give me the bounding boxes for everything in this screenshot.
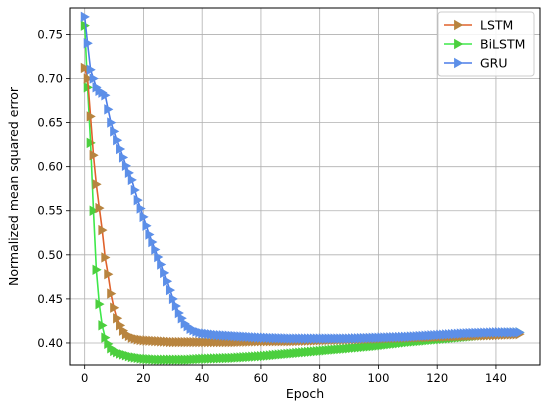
y-axis-label: Normalized mean squared error <box>6 86 21 286</box>
x-tick-label: 40 <box>195 371 210 385</box>
data-point-gru <box>157 259 167 270</box>
y-tick-label: 0.45 <box>37 292 63 306</box>
y-tick-label: 0.55 <box>37 204 63 218</box>
legend: LSTM BiLSTM GRU <box>437 11 535 77</box>
data-point-gru <box>148 236 158 248</box>
data-point-gru <box>89 73 99 84</box>
data-point-gru <box>107 117 117 128</box>
data-point-gru <box>133 194 143 206</box>
legend-entry-bilstm: BiLSTM <box>444 37 525 52</box>
data-point-gru <box>174 307 184 319</box>
plot-frame <box>69 7 541 366</box>
y-tick-label: 0.40 <box>37 336 63 350</box>
data-point-gru <box>130 184 140 196</box>
data-point-lstm <box>113 313 123 324</box>
data-point-lstm <box>80 62 90 74</box>
data-point-lstm <box>83 73 93 84</box>
data-point-gru <box>124 167 134 179</box>
axis-ticks: 0 20 40 60 80 100 120 140 0.40 0.45 0.50 0.55 0.60 0.… <box>37 27 507 385</box>
x-tick-label: 60 <box>254 371 269 385</box>
data-point-bilstm <box>95 298 105 310</box>
legend-marker-bilstm <box>454 38 464 50</box>
data-point-gru <box>121 160 132 171</box>
data-point-lstm <box>104 269 114 280</box>
data-point-gru <box>101 90 111 101</box>
legend-label-bilstm: BiLSTM <box>480 37 525 52</box>
data-point-bilstm <box>89 205 99 216</box>
data-point-gru <box>116 143 126 155</box>
data-point-gru <box>86 64 96 75</box>
data-point-bilstm <box>92 264 102 275</box>
data-point-lstm <box>101 252 111 263</box>
data-point-gru <box>168 293 179 305</box>
data-point-gru <box>515 327 525 338</box>
x-tick-label: 20 <box>136 371 151 385</box>
data-point-bilstm <box>98 320 108 331</box>
legend-box <box>437 11 535 77</box>
data-point-gru <box>104 104 114 115</box>
x-tick-label: 80 <box>312 371 327 385</box>
data-point-gru <box>110 126 120 137</box>
data-point-lstm <box>95 202 105 214</box>
legend-label-lstm: LSTM <box>480 18 513 33</box>
series-line-lstm <box>83 67 520 343</box>
legend-entry-lstm: LSTM <box>444 18 513 33</box>
data-point-lstm <box>107 288 117 299</box>
data-point-lstm <box>110 302 120 313</box>
y-tick-label: 0.70 <box>37 72 63 86</box>
series-layer <box>80 11 525 365</box>
data-point-lstm <box>86 111 96 122</box>
x-tick-label: 120 <box>426 371 448 385</box>
data-point-lstm <box>98 224 108 236</box>
x-axis-label: Epoch <box>286 386 324 401</box>
y-tick-label: 0.75 <box>37 27 63 41</box>
data-point-bilstm <box>104 338 114 350</box>
data-point-gru <box>118 152 129 163</box>
data-point-gru <box>142 220 152 231</box>
data-point-lstm <box>116 320 126 331</box>
data-point-gru <box>160 267 170 279</box>
data-point-gru <box>177 313 187 324</box>
data-point-gru <box>83 38 93 49</box>
y-tick-label: 0.65 <box>37 116 63 130</box>
data-point-gru <box>80 11 90 23</box>
data-point-gru <box>163 276 173 287</box>
data-point-lstm <box>92 179 102 190</box>
data-point-gru <box>165 284 176 296</box>
legend-marker-gru <box>454 57 464 69</box>
grid-lines <box>70 8 540 365</box>
data-point-gru <box>151 244 161 255</box>
data-point-gru <box>171 300 181 312</box>
legend-entry-gru: GRU <box>444 56 508 71</box>
data-point-gru <box>127 174 137 186</box>
data-point-lstm <box>89 150 99 161</box>
x-tick-label: 140 <box>485 371 507 385</box>
data-point-gru <box>145 229 155 240</box>
data-point-gru <box>154 251 164 263</box>
data-point-gru <box>139 211 149 223</box>
data-point-bilstm <box>101 332 111 343</box>
data-point-gru <box>113 135 123 146</box>
legend-label-gru: GRU <box>480 56 508 71</box>
legend-marker-lstm <box>454 19 464 31</box>
data-point-bilstm <box>86 137 96 149</box>
x-tick-label: 0 <box>81 371 88 385</box>
y-tick-label: 0.60 <box>37 160 63 174</box>
y-tick-label: 0.50 <box>37 248 63 262</box>
data-point-gru <box>136 203 146 214</box>
x-tick-label: 100 <box>367 371 389 385</box>
